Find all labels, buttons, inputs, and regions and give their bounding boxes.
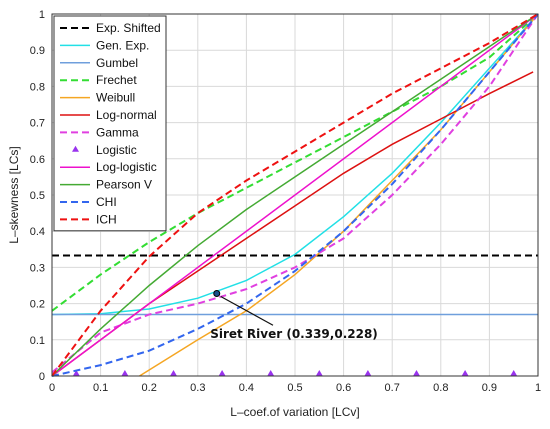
logistic-marker [218, 370, 226, 376]
legend-label: Logistic [96, 143, 137, 157]
series-line [51, 13, 539, 377]
y-tick-label: 0.7 [30, 118, 45, 130]
x-tick-label: 1 [535, 382, 541, 394]
legend-label: Exp. Shifted [96, 21, 161, 35]
legend-marker [72, 145, 79, 152]
legend-label: Log-normal [96, 108, 157, 122]
series-line [51, 13, 539, 377]
x-tick-label: 0.6 [336, 382, 351, 394]
y-tick-labels: 0 0.1 0.2 0.3 0.4 0.5 0.6 0.7 0.8 0.9 1 [30, 9, 45, 383]
series-line [51, 13, 539, 377]
y-axis-label: L–skewness [LCs] [7, 146, 21, 243]
logistic-marker [510, 370, 518, 376]
x-tick-label: 0.8 [433, 382, 448, 394]
legend-label: Frechet [96, 73, 137, 87]
legend-label: ICH [96, 212, 117, 226]
y-tick-label: 0.2 [30, 299, 45, 311]
y-tick-label: 0.8 [30, 81, 45, 93]
logistic-marker [267, 370, 275, 376]
legend-label: Pearson V [96, 178, 152, 192]
legend-label: Weibull [96, 91, 135, 105]
logistic-marker [170, 370, 177, 376]
y-tick-label: 0.5 [30, 190, 45, 202]
x-tick-label: 0.9 [482, 382, 497, 394]
plot-frame [51, 13, 539, 377]
logistic-marker [72, 370, 80, 376]
x-tick-label: 0.3 [190, 382, 205, 394]
legend: Exp. Shifted Gen. Exp. Gumbel Frechet Weibul… [53, 15, 167, 232]
y-tick-label: 0.4 [30, 226, 45, 238]
x-tick-labels: 0 0.1 0.2 0.3 0.4 0.5 0.6 0.7 0.8 0.9 1 [49, 382, 541, 394]
series-line [51, 13, 539, 316]
series-line [51, 13, 539, 374]
annotation-label: Siret River (0.339,0.228) [210, 327, 378, 341]
logistic-marker [461, 370, 469, 376]
x-tick-label: 0 [49, 382, 55, 394]
legend-box [53, 15, 167, 232]
y-tick-label: 0.3 [30, 262, 45, 274]
y-tick-label: 0.6 [30, 154, 45, 166]
x-axis-label: L–coef.of variation [LCv] [230, 405, 359, 419]
y-tick-label: 0.9 [30, 45, 45, 57]
series-layer [51, 13, 539, 377]
y-tick-label: 1 [39, 9, 45, 21]
x-tick-label: 0.4 [239, 382, 254, 394]
logistic-marker [364, 370, 372, 376]
x-tick-label: 0.1 [93, 382, 108, 394]
legend-label: CHI [96, 195, 117, 209]
x-tick-label: 0.7 [385, 382, 400, 394]
series-line [51, 13, 539, 312]
x-tick-label: 0.5 [287, 382, 302, 394]
logistic-marker [413, 370, 420, 376]
x-tick-label: 0.2 [142, 382, 157, 394]
legend-label: Gumbel [96, 56, 138, 70]
series-line [51, 13, 539, 377]
annotation-arrow [220, 295, 274, 326]
logistic-marker [121, 370, 129, 376]
legend-label: Log-logistic [96, 160, 157, 174]
y-tick-label: 0 [39, 371, 45, 383]
legend-label: Gamma [96, 125, 139, 139]
legend-label: Gen. Exp. [96, 38, 149, 52]
annotation: Siret River (0.339,0.228) [210, 289, 378, 341]
logistic-marker [315, 370, 323, 376]
y-tick-label: 0.1 [30, 335, 45, 347]
siret-river-point [213, 289, 221, 297]
